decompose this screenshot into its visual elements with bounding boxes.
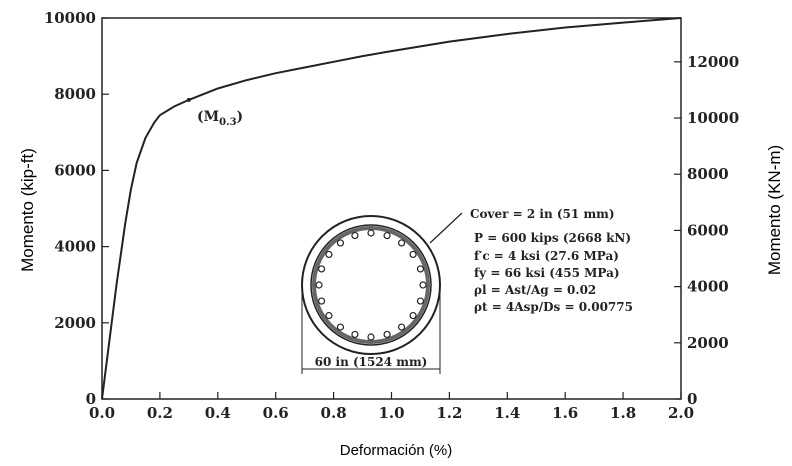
- fy-label: fy = 66 ksi (455 MPa): [474, 266, 620, 280]
- rebar-dot: [351, 330, 359, 339]
- x-tick-label: 1.6: [552, 404, 578, 422]
- rebar-dot: [409, 250, 417, 259]
- rebar-dot: [325, 250, 333, 259]
- rebar-dot: [416, 297, 425, 305]
- x-tick-label: 0.4: [205, 404, 231, 422]
- section-outer-circle: [301, 215, 441, 355]
- x-tick-label: 1.4: [494, 404, 520, 422]
- x-tick-label: 0.8: [321, 404, 347, 422]
- section-spiral-band: [312, 226, 430, 344]
- column-section: [301, 212, 463, 374]
- rebar-dot: [317, 297, 326, 305]
- rho-l-label: ρl = Ast/Ag = 0.02: [474, 283, 596, 297]
- y-right-tick-label: 4000: [687, 278, 729, 296]
- rebar-dot: [336, 239, 345, 247]
- rebar-dot: [409, 311, 417, 320]
- y-right-tick-label: 10000: [687, 109, 739, 127]
- x-tick-label: 1.0: [378, 404, 404, 422]
- section-spiral-circle: [310, 224, 432, 346]
- x-tick-label: 2.0: [668, 404, 694, 422]
- y-right-tick-label: 6000: [687, 221, 729, 239]
- series-line: [101, 17, 682, 400]
- y-left-tick-label: 4000: [54, 238, 96, 256]
- y-left-tick-label: 8000: [54, 85, 96, 103]
- rho-t-label: ρt = 4Asp/Ds = 0.00775: [474, 300, 633, 314]
- y-axis-label-left: Momento (kip-ft): [18, 148, 37, 272]
- rebar-dot: [416, 265, 425, 273]
- y-right-tick-label: 2000: [687, 334, 729, 352]
- y-left-tick-label: 0: [86, 390, 96, 408]
- y-left-tick-label: 6000: [54, 161, 96, 179]
- y-left-tick-label: 2000: [54, 314, 96, 332]
- rebar-dot: [336, 323, 345, 331]
- y-left-tick-label: 10000: [44, 9, 96, 27]
- diameter-label: 60 in (1524 mm): [315, 355, 428, 369]
- rebar-dot: [351, 231, 359, 240]
- x-tick-label: 0.6: [263, 404, 289, 422]
- x-tick-label: 1.2: [436, 404, 462, 422]
- rebar-dot: [383, 231, 391, 240]
- moment-annotation: (M0.3): [197, 109, 243, 128]
- y-right-tick-label: 8000: [687, 165, 729, 183]
- rebar-dot: [397, 239, 406, 247]
- y-ticks-right: 0 2000 4000 6000 8000 10000 12000: [674, 53, 739, 408]
- x-ticks: 0.0 0.2 0.4 0.6 0.8 1.0 1.2 1.4 1.6 1.8 2.0: [89, 392, 694, 422]
- cover-leader-line: [429, 212, 463, 244]
- y-axis-label-right: Momento (KN-m): [765, 145, 784, 275]
- rebar-dot: [325, 311, 333, 320]
- x-tick-label: 1.8: [610, 404, 636, 422]
- rebar-dot: [397, 323, 406, 331]
- rebar-dot: [317, 265, 326, 273]
- rebar-dot: [315, 281, 323, 289]
- y-right-tick-label: 0: [687, 390, 697, 408]
- y-ticks-left: 0 2000 4000 6000 8000 10000: [44, 9, 109, 408]
- x-axis-label: Deformación (%): [340, 442, 453, 459]
- rebar-dot: [367, 333, 375, 341]
- rebar-dot: [367, 229, 375, 237]
- fc-label: f′c = 4 ksi (27.6 MPa): [474, 249, 619, 263]
- x-tick-label: 0.0: [89, 404, 115, 422]
- longitudinal-bars: [315, 229, 427, 341]
- x-tick-label: 0.2: [147, 404, 173, 422]
- cover-label: Cover = 2 in (51 mm): [470, 207, 615, 221]
- axial-load-label: P = 600 kips (2668 kN): [474, 231, 631, 245]
- rebar-dot: [383, 330, 391, 339]
- moment-point: [186, 97, 191, 102]
- y-right-tick-label: 12000: [687, 53, 739, 71]
- rebar-dot: [419, 281, 427, 289]
